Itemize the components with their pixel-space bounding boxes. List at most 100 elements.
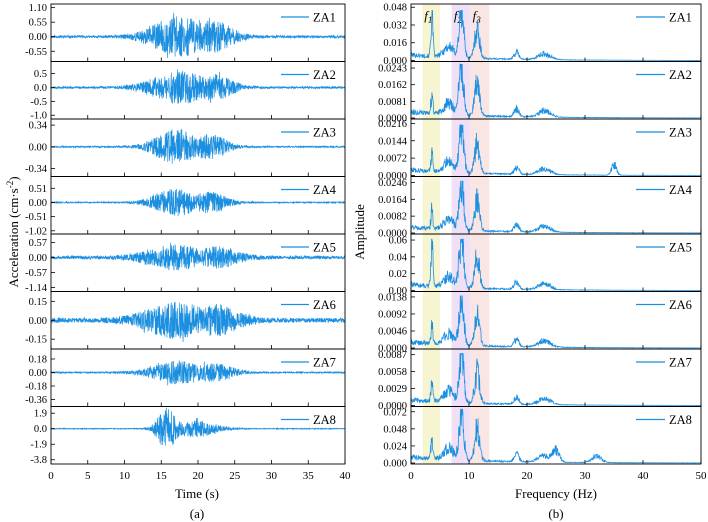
y-tick-label: 0.0072 — [378, 154, 407, 165]
x-tick-label: 35 — [303, 470, 315, 482]
panel-b-subplot-za8: 0.072 0.048 0.024 0.000 ZA8 — [383, 406, 702, 470]
x-tick-label: 5 — [85, 470, 91, 482]
y-tick-label: 0.0 — [34, 83, 47, 94]
panel-a-x-axis-label: Time (s) — [175, 486, 219, 501]
x-tick-label: 50 — [696, 470, 708, 482]
panel-a-time-histories: 1.100.550.00-0.55ZA10.50.0-0.5-1.0ZA20.3… — [25, 3, 351, 482]
spectrum-trace-za8 — [410, 408, 702, 464]
spectrum-trace-za4 — [410, 180, 702, 234]
y-tick-label: 0.0144 — [378, 136, 408, 147]
y-tick-label: -0.34 — [25, 164, 48, 175]
legend-label: ZA6 — [313, 298, 336, 312]
signal-trace-za1 — [50, 12, 346, 58]
y-tick-label: 0.0081 — [378, 97, 407, 108]
y-tick-label: -1.0 — [30, 111, 47, 122]
subplot-frame — [410, 406, 702, 465]
legend-label: ZA1 — [313, 11, 336, 25]
subplot-frame — [50, 233, 346, 292]
x-tick-label: 15 — [156, 470, 168, 482]
signal-trace-za8 — [50, 407, 346, 446]
y-tick-label: 0.0000 — [378, 401, 407, 412]
panel-b-subplot-za4: 0.0246 0.0164 0.0082 0.0000 ZA4 — [378, 176, 702, 240]
y-tick-label: 0.0164 — [378, 195, 408, 206]
y-tick-label: 0.048 — [383, 3, 407, 14]
y-tick-label: -0.51 — [25, 212, 47, 223]
signal-trace-za7 — [50, 360, 346, 386]
legend-label: ZA2 — [669, 68, 692, 82]
y-tick-label: 0.0029 — [378, 384, 407, 395]
spectrum-trace-za3 — [410, 124, 702, 177]
panel-a-subplot-za4: 0.51 0.00 -0.51 -1.02 ZA4 — [25, 176, 346, 237]
y-tick-label: 0.0092 — [378, 309, 407, 320]
y-tick-label: 0.5 — [34, 69, 47, 80]
band-label-f2: f2 — [454, 8, 463, 25]
legend-label: ZA5 — [669, 241, 692, 255]
y-tick-label: 0.0246 — [378, 178, 407, 189]
panel-b-spectra: 0.0480.0320.0160.000ZA10.02430.01620.008… — [378, 3, 707, 482]
x-tick-label: 0 — [408, 470, 414, 482]
panel-b-subplot-za6: 0.0138 0.0092 0.0046 0.0000 ZA6 — [378, 291, 702, 355]
spectrum-trace-za5 — [410, 238, 702, 292]
legend-label: ZA7 — [313, 356, 336, 370]
y-tick-label: 0.0138 — [378, 292, 407, 303]
legend-label: ZA7 — [669, 356, 692, 370]
x-tick-label: 30 — [580, 470, 592, 482]
y-tick-label: 0.0087 — [378, 350, 407, 361]
panel-a-subplot-za5: 0.57 0.00 -0.57 -1.14 ZA5 — [25, 233, 346, 294]
signal-trace-za6 — [50, 302, 346, 342]
y-tick-label: 0.000 — [383, 56, 407, 67]
y-tick-label: 0.00 — [29, 316, 47, 327]
y-tick-label: -0.5 — [30, 97, 47, 108]
y-tick-label: 0.51 — [29, 184, 47, 195]
y-tick-label: 0.0000 — [378, 344, 407, 355]
x-tick-label: 40 — [638, 470, 650, 482]
y-tick-label: 0.0 — [34, 424, 47, 435]
legend-label: ZA2 — [313, 68, 336, 82]
y-tick-label: 0.00 — [389, 286, 407, 297]
y-tick-label: 0.0162 — [378, 80, 407, 91]
y-tick-label: 0.072 — [383, 407, 407, 418]
y-tick-label: 0.0000 — [378, 171, 407, 182]
panel-a-subplot-za8: 1.9 0.0 -1.9 -3.8 ZA8 — [30, 406, 346, 466]
y-tick-label: 0.0000 — [378, 114, 407, 125]
spectrum-trace-za6 — [410, 295, 702, 349]
y-tick-label: -3.8 — [30, 455, 47, 466]
y-tick-label: -1.9 — [30, 440, 47, 451]
y-tick-label: 0.06 — [389, 236, 407, 247]
legend-label: ZA1 — [669, 11, 692, 25]
y-tick-label: 0.34 — [29, 121, 48, 132]
y-tick-label: -1.14 — [25, 283, 48, 294]
y-tick-label: -0.15 — [25, 335, 47, 346]
panel-a-subplot-za6: 0.15 0.00 -0.15 ZA6 — [25, 291, 346, 350]
band-label-f3: f3 — [473, 8, 482, 25]
spectrum-trace-za1 — [410, 9, 702, 61]
legend-label: ZA8 — [669, 413, 692, 427]
panel-a-subplot-za3: 0.34 0.00 -0.34 ZA3 — [25, 118, 346, 177]
y-tick-label: 0.032 — [383, 20, 407, 31]
legend-label: ZA4 — [669, 183, 693, 197]
x-tick-label: 20 — [522, 470, 534, 482]
y-tick-label: 0.02 — [389, 269, 407, 280]
y-tick-label: 0.024 — [383, 441, 407, 452]
y-tick-label: 0.0243 — [378, 64, 407, 75]
y-tick-label: -0.18 — [25, 382, 47, 393]
y-tick-label: 0.00 — [29, 142, 47, 153]
y-tick-label: 0.55 — [29, 18, 47, 29]
y-tick-label: 0.000 — [383, 459, 407, 470]
x-tick-label: 0 — [48, 470, 54, 482]
y-tick-label: 0.00 — [29, 32, 47, 43]
y-tick-label: 0.04 — [389, 252, 408, 263]
y-tick-label: -1.02 — [25, 226, 47, 237]
signal-trace-za2 — [50, 69, 346, 104]
band-label-f1: f1 — [424, 8, 432, 25]
y-tick-label: 0.00 — [29, 198, 47, 209]
legend-label: ZA8 — [313, 413, 336, 427]
y-tick-label: 0.0216 — [378, 119, 407, 130]
y-tick-label: 0.0082 — [378, 212, 407, 223]
y-tick-label: 0.016 — [383, 38, 407, 49]
y-tick-label: -0.36 — [25, 395, 47, 406]
legend-label: ZA5 — [313, 241, 336, 255]
y-tick-label: 0.0000 — [378, 229, 407, 240]
panel-b-subplot-za1: 0.048 0.032 0.016 0.000 ZA1 — [383, 3, 702, 67]
